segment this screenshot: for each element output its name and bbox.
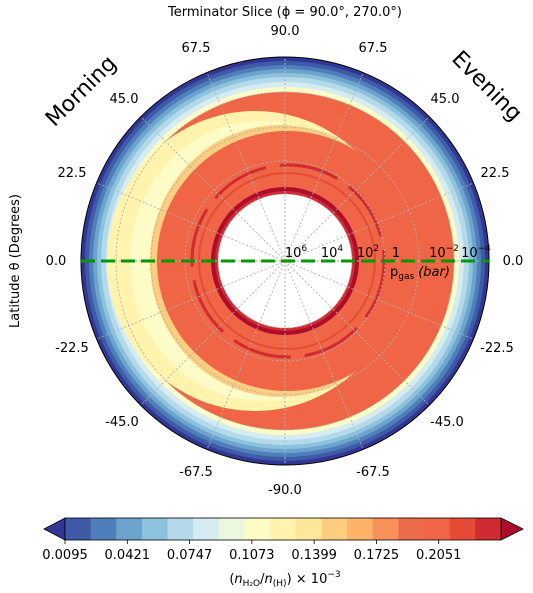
colorbar-bin [193,518,220,540]
colorbar-tick-label: 0.0747 [167,548,213,563]
colorbar-tick-label: 0.1399 [291,548,337,563]
latitude-ticks: 90.0 -90.0 67.5 45.0 22.5 0.0 -22.5 -45.0 -67.5 6… [46,24,524,498]
y-axis-label: Latitude θ (Degrees) [8,194,23,328]
colorbar-frame [64,517,502,541]
colorbar-bin [244,518,271,540]
lat-tick-right: 0.0 [503,254,524,269]
colorbar-extend-high [500,517,524,541]
pressure-label-unit: (bar) [418,265,450,280]
colorbar-bin [141,518,169,540]
colorbar-label: (nH₂O/n(H)) × 10−3 [229,570,340,589]
grid-spoke [284,260,474,340]
colorbar-bin [372,518,399,540]
lat-tick-left: 0.0 [46,254,67,269]
colorbar [43,517,524,541]
pressure-tick: 106 [285,244,308,261]
lat-tick-bottom: -90.0 [268,483,302,498]
colorbar-bin [449,518,476,540]
grid-spoke [206,260,286,450]
grid-spoke [284,116,430,262]
grid-spoke [96,260,286,340]
grid-spoke [284,260,364,450]
colorbar-tick-label: 0.0095 [42,548,88,563]
lat-tick-top: 90.0 [271,24,300,39]
evening-label: Evening [446,46,526,126]
lat-tick-left: 45.0 [110,92,139,107]
lat-tick-left: 22.5 [58,166,87,181]
grid-spoke [284,182,474,262]
colorbar-tick-label: 0.1073 [229,548,275,563]
lat-tick-left: -45.0 [105,415,139,430]
colorbar-bin [65,518,92,540]
colorbar-bin [116,518,143,540]
grid-spoke [140,260,286,406]
colorbar-tick-label: 0.1725 [354,548,400,563]
pressure-tick: 1 [392,246,400,261]
colorbar-bin [475,518,502,540]
pressure-tick: 102 [357,244,379,261]
lat-tick-right: -67.5 [356,465,390,480]
grid-spoke [96,182,286,262]
grid-spoke [284,260,430,406]
colorbar-tick-label: 0.2051 [416,548,462,563]
grid-spoke [140,116,286,262]
pressure-ticks: 106 104 102 1 10−2 10−4 [285,244,491,261]
lat-tick-right: 22.5 [481,166,510,181]
colorbar-bin [295,518,322,540]
lat-tick-right: -45.0 [430,415,464,430]
colorbar-bin [398,518,425,540]
pressure-axis-label: pgas (bar) [390,265,450,282]
colorbar-bin [270,518,297,540]
colorbar-bin [218,518,246,540]
colorbar-extend-low [43,517,66,541]
grid-spoke [284,72,364,262]
colorbar-bin [424,518,451,540]
lat-tick-right: -22.5 [480,341,514,356]
colorbar-bin [347,518,374,540]
pressure-tick: 10−2 [429,244,459,261]
lat-tick-left: -67.5 [179,465,213,480]
colorbar-ticks: 0.0095 0.0421 0.0747 0.1073 0.1399 0.1725 0.20… [42,540,461,563]
lat-tick-left: 67.5 [182,41,211,56]
pressure-tick: 10−4 [461,244,491,261]
chart-title: Terminator Slice (ϕ = 90.0°, 270.0°) [167,5,402,20]
colorbar-bin [321,518,348,540]
grid-spoke [206,72,286,262]
colorbar-bin [90,518,117,540]
colorbar-tick-label: 0.0421 [105,548,151,563]
pressure-label-main: p [390,265,398,280]
colorbar-bin [167,518,194,540]
lat-tick-right: 45.0 [431,92,460,107]
lat-tick-right: 67.5 [359,41,388,56]
pressure-label-sub: gas [398,272,414,282]
lat-tick-left: -22.5 [55,341,89,356]
pressure-tick: 104 [321,244,344,261]
